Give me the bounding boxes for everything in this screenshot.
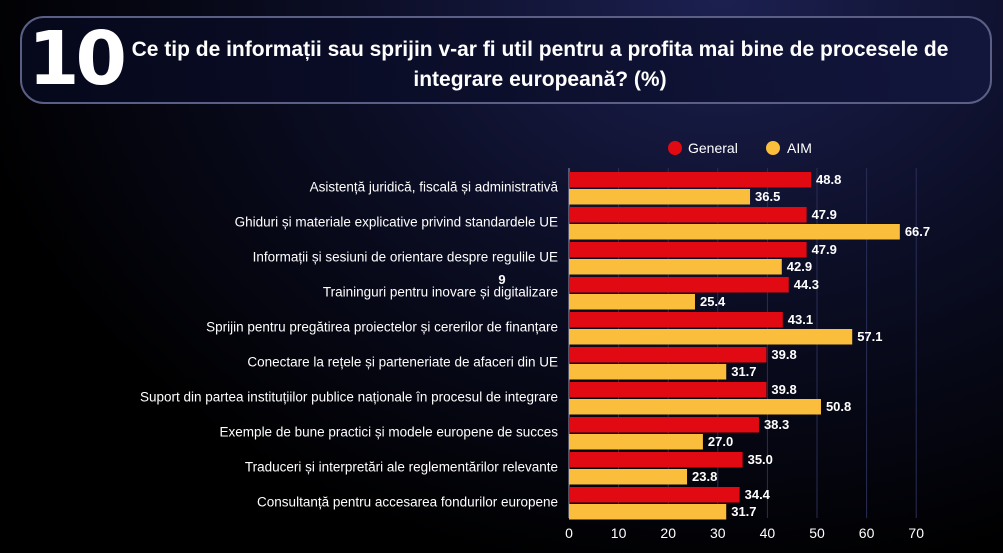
x-tick-label: 40: [760, 525, 776, 541]
bar-aim: [569, 469, 688, 485]
bar-general: [569, 312, 783, 328]
x-tick-label: 10: [611, 525, 627, 541]
stray-label: 9: [498, 272, 505, 287]
category-label: Consultanță pentru accesarea fondurilor …: [257, 495, 558, 510]
legend-marker-general: [668, 141, 682, 155]
data-label-aim: 57.1: [857, 329, 882, 344]
category-label: Informații și sesiuni de orientare despr…: [253, 250, 558, 265]
data-label-aim: 27.0: [708, 434, 733, 449]
category-label: Ghiduri și materiale explicative privind…: [235, 215, 558, 230]
x-tick-label: 60: [859, 525, 875, 541]
bar-general: [569, 347, 767, 363]
category-label: Suport din partea instituțiilor publice …: [140, 390, 558, 405]
data-label-general: 47.9: [812, 242, 837, 257]
data-label-aim: 42.9: [787, 259, 812, 274]
bar-general: [569, 207, 807, 223]
data-label-general: 47.9: [812, 207, 837, 222]
question-header: [20, 16, 992, 104]
legend-marker-aim: [766, 141, 780, 155]
category-label: Asistență juridică, fiscală și administr…: [310, 180, 559, 195]
category-label: Exemple de bune practici și modele europ…: [220, 425, 559, 440]
x-tick-label: 30: [710, 525, 726, 541]
data-label-general: 43.1: [788, 312, 813, 327]
bar-aim: [569, 364, 727, 380]
bar-general: [569, 382, 767, 398]
bar-general: [569, 242, 807, 258]
bar-aim: [569, 259, 782, 275]
category-label: Sprijin pentru pregătirea proiectelor și…: [206, 320, 558, 335]
data-label-aim: 23.8: [692, 469, 717, 484]
data-label-general: 39.8: [771, 382, 796, 397]
category-label: Traduceri și interpretări ale reglementă…: [245, 460, 558, 475]
bar-aim: [569, 294, 695, 310]
bar-general: [569, 487, 740, 503]
data-label-aim: 31.7: [731, 364, 756, 379]
data-label-general: 44.3: [794, 277, 819, 292]
category-label: Conectare la rețele și parteneriate de a…: [247, 355, 558, 370]
x-tick-label: 50: [809, 525, 825, 541]
bar-aim: [569, 504, 727, 520]
data-label-general: 34.4: [745, 487, 771, 502]
bar-aim: [569, 224, 900, 240]
bar-aim: [569, 434, 703, 450]
bar-aim: [569, 189, 751, 205]
bar-aim: [569, 329, 853, 345]
category-label: Traininguri pentru inovare și digitaliza…: [323, 285, 558, 300]
data-label-aim: 36.5: [755, 189, 780, 204]
bar-general: [569, 277, 789, 293]
data-label-general: 39.8: [771, 347, 796, 362]
x-tick-label: 0: [565, 525, 573, 541]
data-label-general: 35.0: [748, 452, 773, 467]
legend-label-general: General: [688, 140, 738, 156]
data-label-aim: 25.4: [700, 294, 726, 309]
data-label-aim: 66.7: [905, 224, 930, 239]
x-tick-label: 20: [660, 525, 676, 541]
data-label-aim: 50.8: [826, 399, 851, 414]
legend-label-aim: AIM: [787, 140, 812, 156]
bar-general: [569, 417, 759, 433]
data-label-aim: 31.7: [731, 504, 756, 519]
x-tick-label: 70: [908, 525, 924, 541]
bar-aim: [569, 399, 821, 415]
chart-title: Ce tip de informații sau sprijin v-ar fi…: [131, 38, 949, 91]
bar-general: [569, 452, 743, 468]
data-label-general: 48.8: [816, 172, 841, 187]
data-label-general: 38.3: [764, 417, 789, 432]
bar-general: [569, 172, 812, 188]
